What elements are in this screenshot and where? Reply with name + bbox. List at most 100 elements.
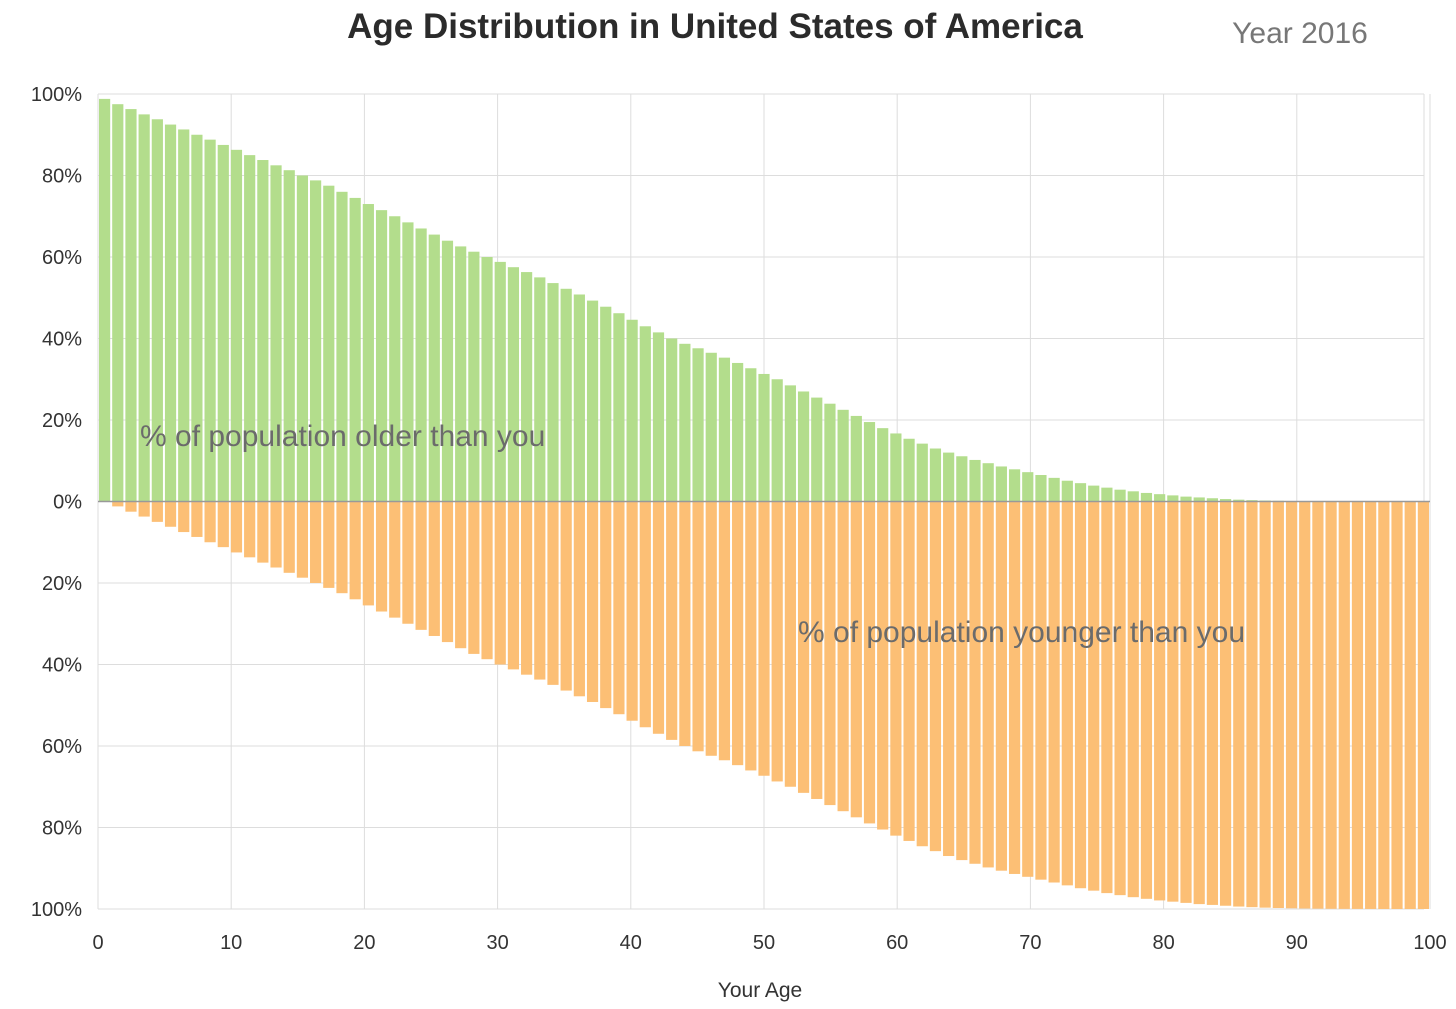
- bar-older-age-86: [1233, 499, 1245, 502]
- bar-younger-age-41: [639, 501, 651, 728]
- bar-older-age-26: [441, 240, 454, 502]
- axes: 100% 80% 60% 40% 20% 0% 20% 40% 60% 80% 100% 0 10 20 3…: [31, 84, 1447, 954]
- bar-younger-age-47: [718, 501, 731, 761]
- bar-younger-age-15: [296, 501, 309, 578]
- y-tick-label: 20%: [42, 410, 82, 432]
- y-tick-label: 40%: [42, 655, 82, 677]
- y-tick-label: 60%: [42, 736, 82, 758]
- bar-older-age-11: [244, 155, 256, 502]
- bar-younger-age-77: [1114, 501, 1126, 896]
- x-tick-label: 30: [486, 932, 508, 954]
- bar-younger-age-26: [441, 501, 454, 643]
- bar-younger-age-14: [283, 501, 295, 573]
- bar-younger-age-12: [257, 501, 269, 563]
- y-tick-label: 80%: [42, 166, 82, 188]
- bar-younger-age-48: [732, 501, 744, 766]
- x-tick-label: 70: [1019, 932, 1041, 954]
- bar-younger-age-58: [863, 501, 876, 824]
- bar-younger-age-39: [613, 501, 625, 715]
- bar-younger-age-45: [692, 501, 704, 752]
- bar-older-age-79: [1140, 492, 1153, 502]
- bar-older-age-76: [1101, 487, 1113, 502]
- bar-younger-age-3: [138, 501, 150, 517]
- bar-older-age-36: [573, 294, 585, 502]
- bar-younger-age-32: [521, 501, 533, 675]
- bar-younger-age-22: [389, 501, 401, 618]
- bar-older-age-22: [389, 216, 401, 502]
- bar-older-age-6: [178, 129, 190, 502]
- bar-younger-age-98: [1391, 501, 1403, 909]
- bar-younger-age-57: [850, 501, 862, 818]
- bar-younger-age-80: [1154, 501, 1166, 901]
- bar-older-age-65: [956, 456, 968, 502]
- bar-older-age-14: [283, 170, 295, 502]
- bar-older-age-47: [718, 357, 731, 502]
- bar-younger-age-75: [1088, 501, 1100, 891]
- bar-older-age-12: [257, 160, 269, 502]
- bar-younger-age-27: [455, 501, 467, 649]
- bar-older-age-59: [877, 428, 889, 502]
- bar-younger-age-96: [1365, 501, 1377, 909]
- bar-younger-age-83: [1193, 501, 1205, 905]
- bar-older-age-30: [494, 261, 506, 502]
- bar-older-age-74: [1074, 483, 1087, 502]
- bar-older-age-19: [349, 197, 361, 502]
- bar-younger-age-87: [1246, 501, 1258, 908]
- bar-younger-age-74: [1074, 501, 1087, 889]
- bar-older-age-45: [692, 348, 704, 502]
- bar-younger-age-11: [244, 501, 256, 558]
- bar-older-age-24: [415, 228, 427, 502]
- bar-older-age-82: [1180, 496, 1192, 502]
- bar-younger-age-33: [534, 501, 546, 680]
- bar-younger-age-53: [797, 501, 810, 793]
- annotation-younger: % of population younger than you: [798, 616, 1245, 649]
- bar-younger-age-73: [1061, 501, 1073, 886]
- bar-older-age-41: [639, 326, 651, 502]
- bar-older-age-0: [99, 98, 111, 502]
- bar-older-age-75: [1088, 485, 1100, 502]
- bar-older-age-56: [837, 409, 849, 502]
- bar-younger-age-64: [943, 501, 955, 857]
- bar-younger-age-62: [916, 501, 928, 847]
- bar-younger-age-49: [745, 501, 757, 771]
- bar-older-age-72: [1048, 477, 1060, 502]
- bar-older-age-67: [982, 463, 994, 502]
- bar-younger-age-92: [1312, 501, 1324, 909]
- bar-older-age-31: [507, 267, 520, 502]
- bar-younger-age-24: [415, 501, 427, 630]
- bar-older-age-38: [600, 306, 612, 502]
- bar-younger-age-91: [1299, 501, 1311, 909]
- bar-older-age-54: [811, 397, 823, 502]
- bar-older-age-34: [547, 283, 559, 502]
- bar-younger-age-99: [1404, 501, 1416, 909]
- bar-younger-age-79: [1140, 501, 1153, 899]
- bar-younger-age-78: [1127, 501, 1139, 898]
- bar-younger-age-50: [758, 501, 770, 776]
- bar-older-age-85: [1219, 499, 1232, 502]
- bar-younger-age-18: [336, 501, 348, 594]
- bar-younger-age-86: [1233, 501, 1245, 907]
- bar-younger-age-60: [890, 501, 902, 836]
- bar-older-age-62: [916, 443, 928, 502]
- bar-older-age-49: [745, 368, 757, 502]
- bar-older-age-63: [929, 448, 942, 502]
- bar-older-age-1: [112, 104, 124, 502]
- bar-younger-age-63: [929, 501, 942, 852]
- y-tick-label: 0%: [53, 492, 82, 514]
- bar-older-age-44: [679, 343, 691, 502]
- bar-younger-age-13: [270, 501, 282, 568]
- bar-younger-age-93: [1325, 501, 1337, 909]
- bar-younger-age-29: [481, 501, 493, 660]
- bar-older-age-40: [626, 319, 638, 502]
- bar-younger-age-72: [1048, 501, 1060, 883]
- bar-younger-age-42: [652, 501, 665, 734]
- chart-title: Age Distribution in United States of Ame…: [347, 7, 1083, 46]
- bar-younger-age-56: [837, 501, 849, 812]
- bar-older-age-66: [969, 459, 981, 502]
- x-tick-label: 80: [1152, 932, 1174, 954]
- bar-younger-age-59: [877, 501, 889, 830]
- bar-younger-age-88: [1259, 501, 1271, 908]
- bar-older-age-68: [995, 466, 1007, 502]
- y-tick-label: 80%: [42, 818, 82, 840]
